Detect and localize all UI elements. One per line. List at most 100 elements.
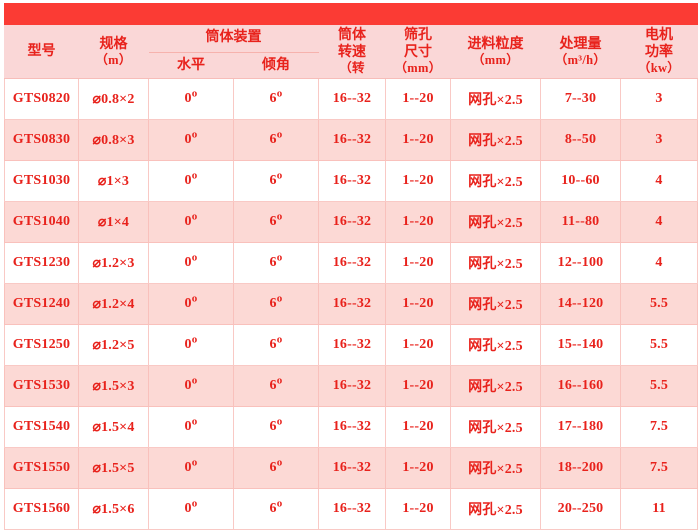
cell-power: 5.5 [619, 365, 699, 408]
cell-model: GTS1560 [4, 488, 79, 530]
header-feed-size: 进料粒度 （mm） [450, 23, 541, 80]
cell-speed: 16--32 [318, 78, 386, 121]
cell-horizontal: 0o [148, 488, 234, 530]
cell-feed-size: 网孔×2.5 [450, 119, 541, 162]
cell-capacity: 11--80 [540, 201, 621, 244]
cell-capacity: 20--250 [540, 488, 621, 530]
cell-model: GTS1540 [4, 406, 79, 449]
cell-capacity: 10--60 [540, 160, 621, 203]
cell-power: 4 [619, 201, 699, 244]
cell-horizontal: 0o [148, 365, 234, 408]
cell-incline: 6o [233, 201, 319, 244]
cell-feed-size: 网孔×2.5 [450, 447, 541, 490]
table-row: GTS0820 ⌀0.8×2 0o 6o 16--32 1--20 网孔×2.5 7--30 3 [4, 78, 699, 121]
cell-incline: 6o [233, 119, 319, 162]
cell-spec: ⌀0.8×2 [78, 78, 149, 121]
header-power-line1: 电机 [645, 28, 673, 43]
cell-mesh: 1--20 [385, 488, 451, 530]
header-speed-unit: （转 [339, 61, 365, 76]
table-row: GTS1030 ⌀1×3 0o 6o 16--32 1--20 网孔×2.5 10--60 4 [4, 160, 699, 203]
header-feed-size-unit: （mm） [471, 52, 520, 67]
cell-mesh: 1--20 [385, 365, 451, 408]
header-row-secondary: 水平 倾角 [5, 51, 698, 80]
header-barrel-group: 筒体装置 [148, 24, 319, 53]
cell-horizontal: 0o [148, 78, 234, 121]
cell-power: 5.5 [619, 283, 699, 326]
cell-speed: 16--32 [318, 283, 386, 326]
cell-capacity: 7--30 [540, 78, 621, 121]
header-power: 电机 功率 （kw） [619, 23, 699, 80]
cell-incline: 6o [233, 283, 319, 326]
cell-power: 3 [619, 78, 699, 121]
cell-incline: 6o [233, 324, 319, 367]
table-row: GTS1530 ⌀1.5×3 0o 6o 16--32 1--20 网孔×2.5 16--16… [4, 365, 699, 408]
cell-incline: 6o [233, 406, 319, 449]
specification-table: 型号 规格 （m） 筒体装置 筒体 转速 （转 筛孔 尺寸 （mm） 进料粒度 [3, 3, 699, 530]
cell-capacity: 15--140 [540, 324, 621, 367]
cell-model: GTS1550 [4, 447, 79, 490]
cell-incline: 6o [233, 160, 319, 203]
cell-feed-size: 网孔×2.5 [450, 283, 541, 326]
header-mesh: 筛孔 尺寸 （mm） [385, 23, 451, 80]
table-row: GTS1560 ⌀1.5×6 0o 6o 16--32 1--20 网孔×2.5 20--25… [4, 488, 699, 530]
cell-horizontal: 0o [148, 406, 234, 449]
cell-power: 11 [619, 488, 699, 530]
cell-model: GTS1250 [4, 324, 79, 367]
table-row: GTS1230 ⌀1.2×3 0o 6o 16--32 1--20 网孔×2.5 12--10… [4, 242, 699, 285]
cell-model: GTS1040 [4, 201, 79, 244]
cell-spec: ⌀1.5×6 [78, 488, 149, 530]
cell-model: GTS0820 [4, 78, 79, 121]
cell-incline: 6o [233, 242, 319, 285]
table-row: GTS0830 ⌀0.8×3 0o 6o 16--32 1--20 网孔×2.5 8--50 3 [4, 119, 699, 162]
cell-speed: 16--32 [318, 201, 386, 244]
cell-horizontal: 0o [148, 324, 234, 367]
header-model: 型号 [4, 23, 79, 80]
cell-speed: 16--32 [318, 365, 386, 408]
cell-mesh: 1--20 [385, 283, 451, 326]
cell-speed: 16--32 [318, 406, 386, 449]
header-barrel-horizontal: 水平 [148, 51, 234, 80]
cell-spec: ⌀0.8×3 [78, 119, 149, 162]
header-mesh-unit: （mm） [394, 61, 442, 76]
cell-feed-size: 网孔×2.5 [450, 324, 541, 367]
cell-capacity: 8--50 [540, 119, 621, 162]
cell-horizontal: 0o [148, 242, 234, 285]
cell-power: 5.5 [619, 324, 699, 367]
cell-capacity: 17--180 [540, 406, 621, 449]
cell-feed-size: 网孔×2.5 [450, 201, 541, 244]
cell-speed: 16--32 [318, 242, 386, 285]
cell-horizontal: 0o [148, 447, 234, 490]
cell-spec: ⌀1.2×5 [78, 324, 149, 367]
header-feed-size-title: 进料粒度 [467, 36, 524, 52]
cell-model: GTS1240 [4, 283, 79, 326]
header-speed-line1: 筒体 [338, 28, 366, 43]
cell-capacity: 14--120 [540, 283, 621, 326]
cell-horizontal: 0o [148, 119, 234, 162]
cell-spec: ⌀1×3 [78, 160, 149, 203]
header-spec-unit: （m） [95, 52, 132, 67]
cell-mesh: 1--20 [385, 406, 451, 449]
header-spec: 规格 （m） [78, 23, 149, 80]
cell-speed: 16--32 [318, 447, 386, 490]
cell-model: GTS0830 [4, 119, 79, 162]
table-row: GTS1040 ⌀1×4 0o 6o 16--32 1--20 网孔×2.5 11--80 4 [4, 201, 699, 244]
cell-model: GTS1530 [4, 365, 79, 408]
cell-speed: 16--32 [318, 488, 386, 530]
top-banner-row [3, 3, 699, 25]
header-row-primary: 型号 规格 （m） 筒体装置 筒体 转速 （转 筛孔 尺寸 （mm） 进料粒度 [4, 23, 699, 80]
header-mesh-line2: 尺寸 [404, 45, 432, 61]
cell-mesh: 1--20 [385, 201, 451, 244]
cell-mesh: 1--20 [385, 160, 451, 203]
cell-incline: 6o [233, 78, 319, 121]
cell-speed: 16--32 [318, 324, 386, 367]
cell-feed-size: 网孔×2.5 [450, 242, 541, 285]
header-mesh-line1: 筛孔 [404, 28, 432, 43]
header-power-unit: （kw） [637, 61, 681, 76]
top-red-banner [3, 3, 699, 25]
cell-mesh: 1--20 [385, 447, 451, 490]
table-row: GTS1250 ⌀1.2×5 0o 6o 16--32 1--20 网孔×2.5 15--14… [4, 324, 699, 367]
cell-spec: ⌀1.2×3 [78, 242, 149, 285]
cell-power: 4 [619, 160, 699, 203]
header-speed: 筒体 转速 （转 [318, 23, 386, 80]
